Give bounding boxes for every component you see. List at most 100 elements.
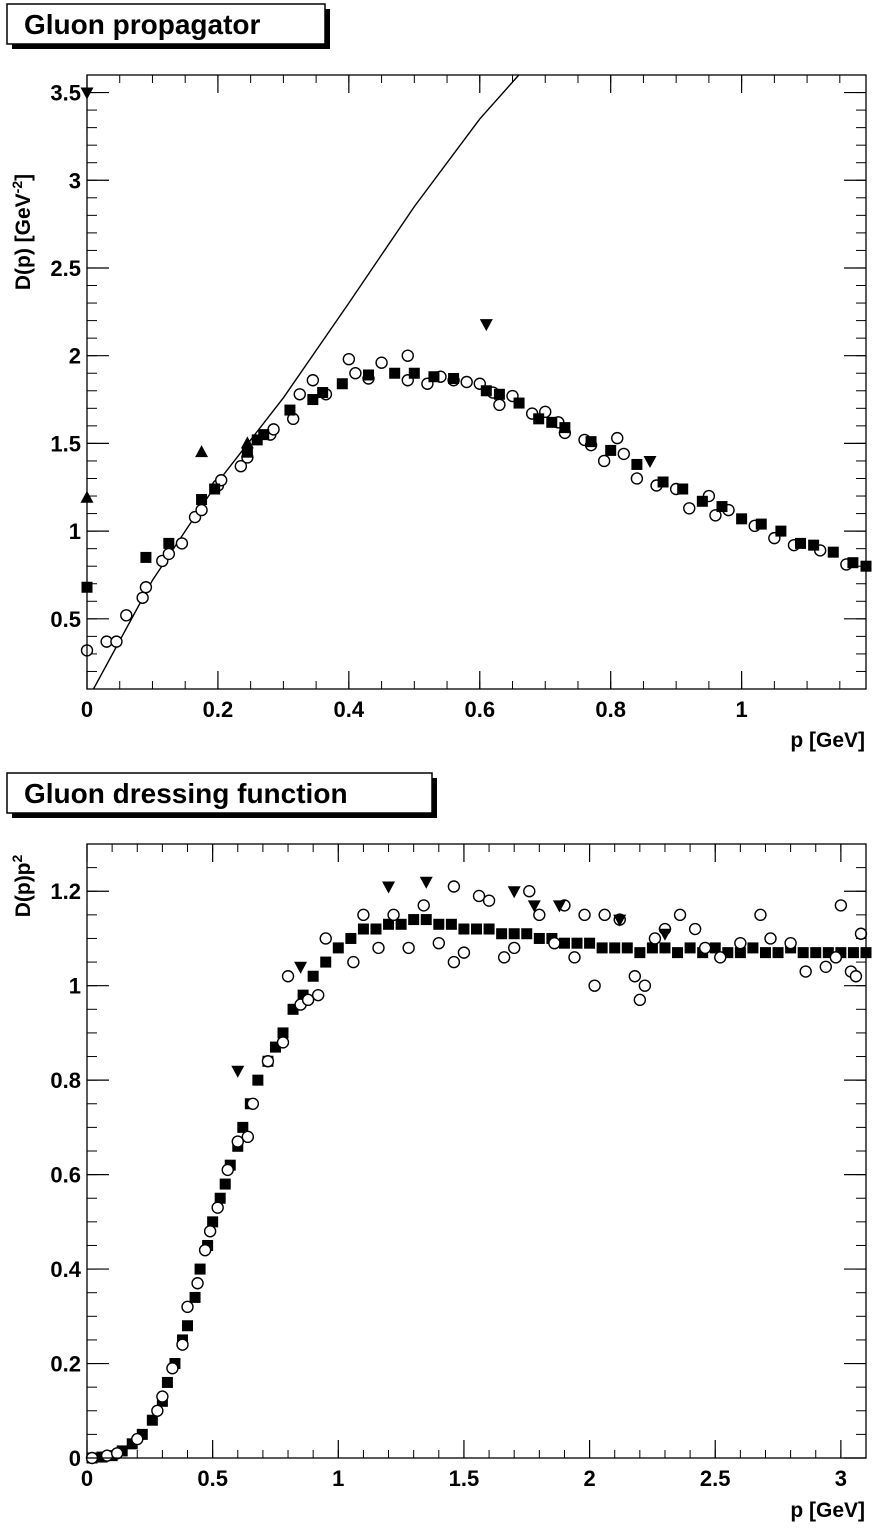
data-point-circle [175, 537, 189, 550]
data-point-circle [734, 936, 747, 950]
data-point-circle [306, 374, 320, 387]
data-point-square [747, 942, 759, 954]
data-point-square [189, 1291, 201, 1303]
data-point-square [808, 539, 820, 551]
data-point-circle [241, 1130, 255, 1144]
data-point-circle [497, 951, 511, 964]
data-point-triangle-down [552, 900, 566, 913]
x-tick-label: 0 [81, 697, 93, 722]
data-point-circle [472, 889, 486, 903]
x-tick-label: 0.2 [203, 697, 234, 722]
data-point-circle [176, 1338, 189, 1351]
data-point-square [621, 942, 633, 954]
data-point-square [596, 942, 608, 954]
data-point-square [827, 546, 839, 558]
data-point-square [609, 942, 621, 954]
data-point-square [585, 436, 597, 448]
data-point-triangle-down [613, 914, 627, 927]
data-point-circle [387, 908, 400, 922]
data-markers [85, 876, 872, 1465]
data-point-circle [293, 388, 306, 401]
data-point-triangle-down [382, 881, 396, 894]
data-point-circle [342, 352, 356, 366]
data-point-circle [764, 932, 777, 945]
data-point-circle [457, 946, 471, 959]
data-point-circle [688, 922, 702, 936]
data-point-circle [548, 936, 561, 950]
y-tick-label: 0.8 [50, 1068, 81, 1093]
data-point-circle [246, 1097, 260, 1110]
data-point-circle [347, 955, 360, 969]
data-point-square [433, 918, 445, 930]
data-point-square [772, 947, 784, 959]
data-point-circle [432, 936, 446, 950]
data-point-circle [533, 908, 546, 922]
axis-ticks: 0 0.2 0.4 0.6 0.8 1 0.5 1 1.5 2 2.5 3 3.5 [50, 74, 866, 722]
data-point-square [734, 947, 746, 959]
data-point-circle [714, 951, 727, 964]
fit-curve [92, 75, 520, 689]
data-point-circle [460, 375, 473, 389]
data-point-circle [617, 447, 630, 461]
data-point-square [219, 1178, 231, 1190]
data-point-square [207, 1216, 219, 1228]
data-point-square [496, 928, 508, 940]
title-box: Gluon dressing function [6, 772, 437, 818]
data-point-square [795, 537, 807, 549]
data-point-square [634, 947, 646, 959]
data-point-square [558, 937, 570, 949]
data-point-square [126, 1438, 138, 1450]
data-point-circle [139, 581, 153, 594]
data-point-circle [211, 1201, 224, 1214]
data-point-circle [301, 993, 315, 1007]
data-point-circle [698, 941, 712, 955]
axis-ticks: 0 0.5 1 1.5 2 2.5 3 0 0.2 0.4 0.6 0.8 1 1.2 [50, 843, 867, 1491]
y-tick-label: 1.5 [50, 431, 81, 456]
data-point-square [332, 942, 344, 954]
data-point-circle [683, 502, 696, 515]
data-point-square [307, 394, 319, 406]
data-point-square [136, 1428, 148, 1440]
data-point-circle [854, 927, 868, 940]
x-tick-label: 2.5 [700, 1466, 731, 1491]
data-point-circle [276, 1036, 290, 1049]
data-point-square [722, 947, 734, 959]
data-point-square [631, 458, 643, 470]
data-point-circle [181, 1300, 194, 1314]
data-point-square [258, 429, 270, 441]
data-point-square [161, 1376, 173, 1388]
data-point-square [521, 928, 533, 940]
data-point-square [458, 923, 470, 935]
data-point-circle [156, 1390, 169, 1403]
x-tick-label: 0.6 [464, 697, 495, 722]
data-point-square [336, 378, 348, 390]
x-tick-label: 1.5 [449, 1466, 480, 1491]
plot-frame [86, 843, 867, 1459]
data-point-square [513, 397, 525, 409]
y-tick-label: 2.5 [50, 256, 81, 281]
data-point-square [317, 387, 329, 399]
y-tick-label: 0.4 [50, 1257, 81, 1282]
data-point-square [370, 923, 382, 935]
data-point-circle [198, 1243, 212, 1257]
data-point-circle [267, 423, 280, 436]
data-point-square [559, 422, 571, 434]
data-point-circle [754, 908, 767, 922]
y-tick-label: 1 [69, 974, 81, 999]
data-point-square [709, 942, 721, 954]
data-point-square [533, 413, 545, 425]
x-tick-label: 0 [81, 1466, 93, 1491]
data-point-square [659, 942, 671, 954]
data-point-square [847, 947, 859, 959]
data-point-square [209, 483, 221, 495]
data-point-square [448, 372, 460, 384]
data-point-circle [598, 908, 611, 922]
data-point-square [383, 918, 395, 930]
data-point-square [357, 923, 369, 935]
data-point-square [755, 518, 767, 530]
data-point-circle [162, 547, 176, 561]
data-point-circle [100, 1449, 114, 1462]
data-point-square [471, 923, 482, 935]
panel-gluon-dressing-function: Gluon dressing function 0 0.5 1 1.5 2 2.5 3 0 0.… [6, 772, 872, 1522]
data-markers [80, 87, 872, 657]
